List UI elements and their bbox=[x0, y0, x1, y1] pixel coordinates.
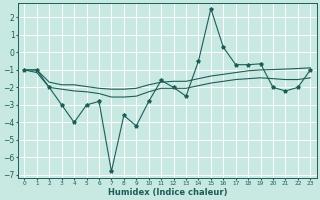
X-axis label: Humidex (Indice chaleur): Humidex (Indice chaleur) bbox=[108, 188, 227, 197]
